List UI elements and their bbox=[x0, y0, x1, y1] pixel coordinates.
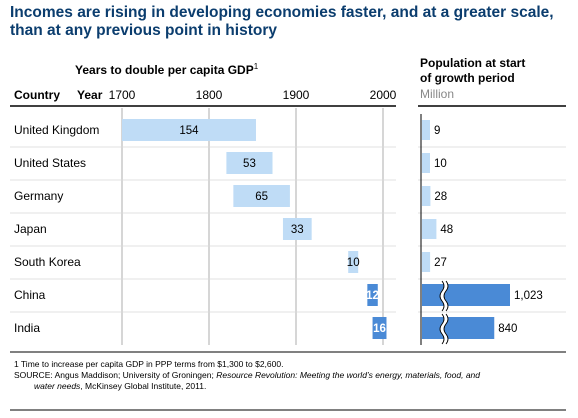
axis-break-mark bbox=[439, 280, 445, 312]
year-bar bbox=[282, 218, 312, 240]
year-bar bbox=[122, 119, 256, 141]
country-label: China bbox=[14, 288, 46, 302]
population-value-label: 9 bbox=[434, 125, 440, 137]
population-bar bbox=[422, 317, 495, 339]
year-bar bbox=[367, 284, 378, 306]
population-unit: Million bbox=[420, 87, 455, 101]
population-value-label: 1,023 bbox=[514, 290, 543, 302]
x-tick-label: 1700 bbox=[108, 88, 136, 102]
bar-value-label: 16 bbox=[373, 323, 386, 335]
population-header-line1: Population at start bbox=[420, 56, 526, 70]
year-header: Year bbox=[77, 88, 103, 102]
bar-value-label: 65 bbox=[255, 191, 268, 203]
population-value-label: 10 bbox=[434, 158, 447, 170]
country-label: United Kingdom bbox=[14, 123, 100, 137]
bar-value-label: 10 bbox=[347, 257, 360, 269]
year-bar bbox=[226, 152, 273, 174]
country-label: United States bbox=[14, 156, 87, 170]
bar-value-label: 12 bbox=[366, 290, 379, 302]
axis-break-mark bbox=[443, 313, 449, 345]
country-label: Japan bbox=[14, 222, 47, 236]
year-bar bbox=[372, 317, 387, 339]
population-value-label: 28 bbox=[434, 191, 447, 203]
country-label: South Korea bbox=[14, 255, 81, 269]
population-bar bbox=[422, 186, 431, 206]
source-note-line2: water needs, McKinsey Global Institute, … bbox=[34, 381, 207, 391]
bar-value-label: 53 bbox=[243, 158, 256, 170]
year-bar bbox=[233, 185, 290, 207]
country-label: Germany bbox=[14, 189, 64, 203]
years-to-double-header: Years to double per capita GDP1 bbox=[75, 62, 259, 77]
population-bar bbox=[422, 219, 437, 239]
population-bar bbox=[422, 252, 431, 272]
axis-break-mark bbox=[440, 279, 448, 313]
population-bar bbox=[422, 120, 430, 140]
population-value-label: 48 bbox=[440, 224, 453, 236]
country-label: India bbox=[14, 321, 41, 335]
population-bar bbox=[422, 153, 430, 173]
population-bar bbox=[422, 284, 510, 306]
axis-break-mark bbox=[439, 313, 445, 345]
population-value-label: 27 bbox=[434, 257, 447, 269]
x-tick-label: 1800 bbox=[195, 88, 223, 102]
source-note: SOURCE: Angus Maddison; University of Gr… bbox=[14, 370, 481, 380]
axis-break-mark bbox=[440, 312, 448, 346]
chart-title: Incomes are rising in developing economi… bbox=[10, 4, 554, 39]
population-header-line2: of growth period bbox=[420, 71, 515, 85]
axis-break-mark bbox=[443, 280, 449, 312]
country-header: Country bbox=[14, 88, 60, 102]
population-value-label: 840 bbox=[498, 323, 517, 335]
bar-value-label: 154 bbox=[179, 125, 199, 137]
x-tick-label: 1900 bbox=[282, 88, 310, 102]
bar-value-label: 33 bbox=[291, 224, 304, 236]
x-tick-label: 2000 bbox=[369, 88, 397, 102]
footnote-1: 1 Time to increase per capita GDP in PPP… bbox=[14, 359, 284, 369]
year-bar bbox=[348, 251, 359, 273]
